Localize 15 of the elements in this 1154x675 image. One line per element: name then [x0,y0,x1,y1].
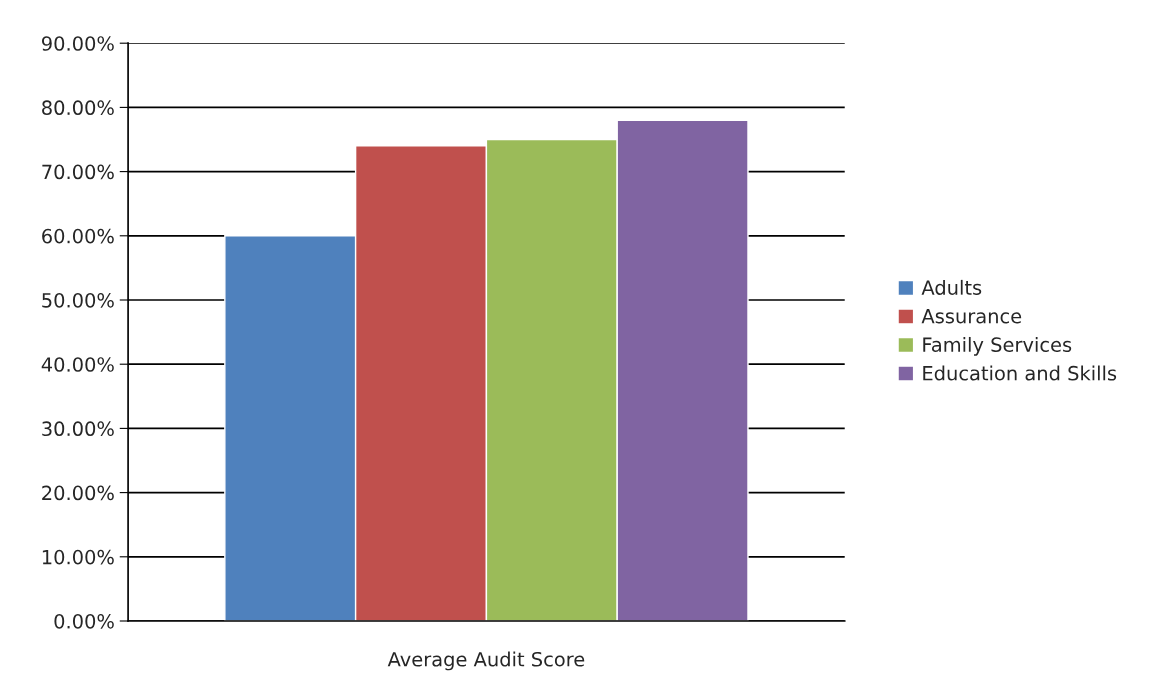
y-tick-label: 10.00% [42,549,114,565]
y-tick-label: 60.00% [42,228,114,244]
y-tick-label: 0.00% [54,613,114,629]
legend-label: Education and Skills [923,365,1117,381]
y-tick-label: 90.00% [41,36,114,51]
y-tick-label: 70.00% [42,164,114,180]
y-tick-label: 20.00% [42,485,114,501]
legend-label: Assurance [921,309,1022,324]
x-tick-label: Average Audit Score [387,651,585,671]
y-tick-label: 40.00% [41,357,114,372]
y-tick-label: 50.00% [42,292,114,308]
y-tick-label: 30.00% [42,421,114,437]
y-tick-label: 80.00% [42,100,114,116]
legend-label: Adults [921,279,982,295]
legend-label: Family Services [923,336,1072,356]
